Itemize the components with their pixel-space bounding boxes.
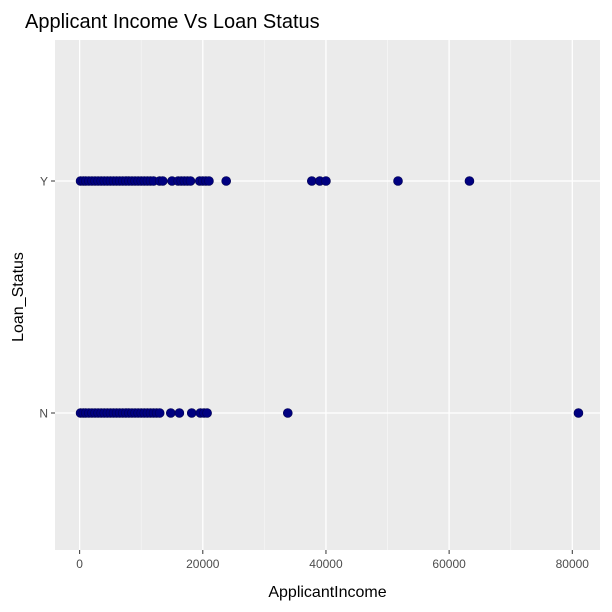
- data-point: [573, 408, 584, 418]
- y-tick-label: Y: [40, 175, 48, 189]
- data-point: [204, 176, 214, 186]
- data-point: [464, 176, 475, 186]
- x-axis-label: ApplicantIncome: [268, 584, 386, 601]
- chart-title: Applicant Income Vs Loan Status: [25, 11, 320, 33]
- data-point: [165, 408, 176, 418]
- data-point: [157, 176, 168, 186]
- data-point: [185, 176, 196, 186]
- plot-panel: [55, 40, 600, 550]
- data-point: [306, 176, 317, 186]
- x-tick-label: 60000: [432, 557, 466, 571]
- x-tick-label: 80000: [556, 557, 590, 571]
- data-point: [282, 408, 293, 418]
- data-point: [186, 408, 197, 418]
- data-points: [75, 176, 584, 418]
- data-point: [174, 408, 185, 418]
- y-axis-label: Loan_Status: [10, 252, 27, 342]
- axes: 0 20000 40000 60000 80000 N Y: [39, 175, 589, 572]
- data-point: [221, 176, 231, 186]
- x-tick-label: 0: [76, 557, 83, 571]
- y-tick-label: N: [39, 407, 48, 421]
- x-tick-label: 40000: [309, 557, 343, 571]
- x-tick-label: 20000: [186, 557, 220, 571]
- data-point: [154, 408, 165, 418]
- data-point: [321, 176, 331, 186]
- data-point: [202, 408, 212, 418]
- data-point: [393, 176, 403, 186]
